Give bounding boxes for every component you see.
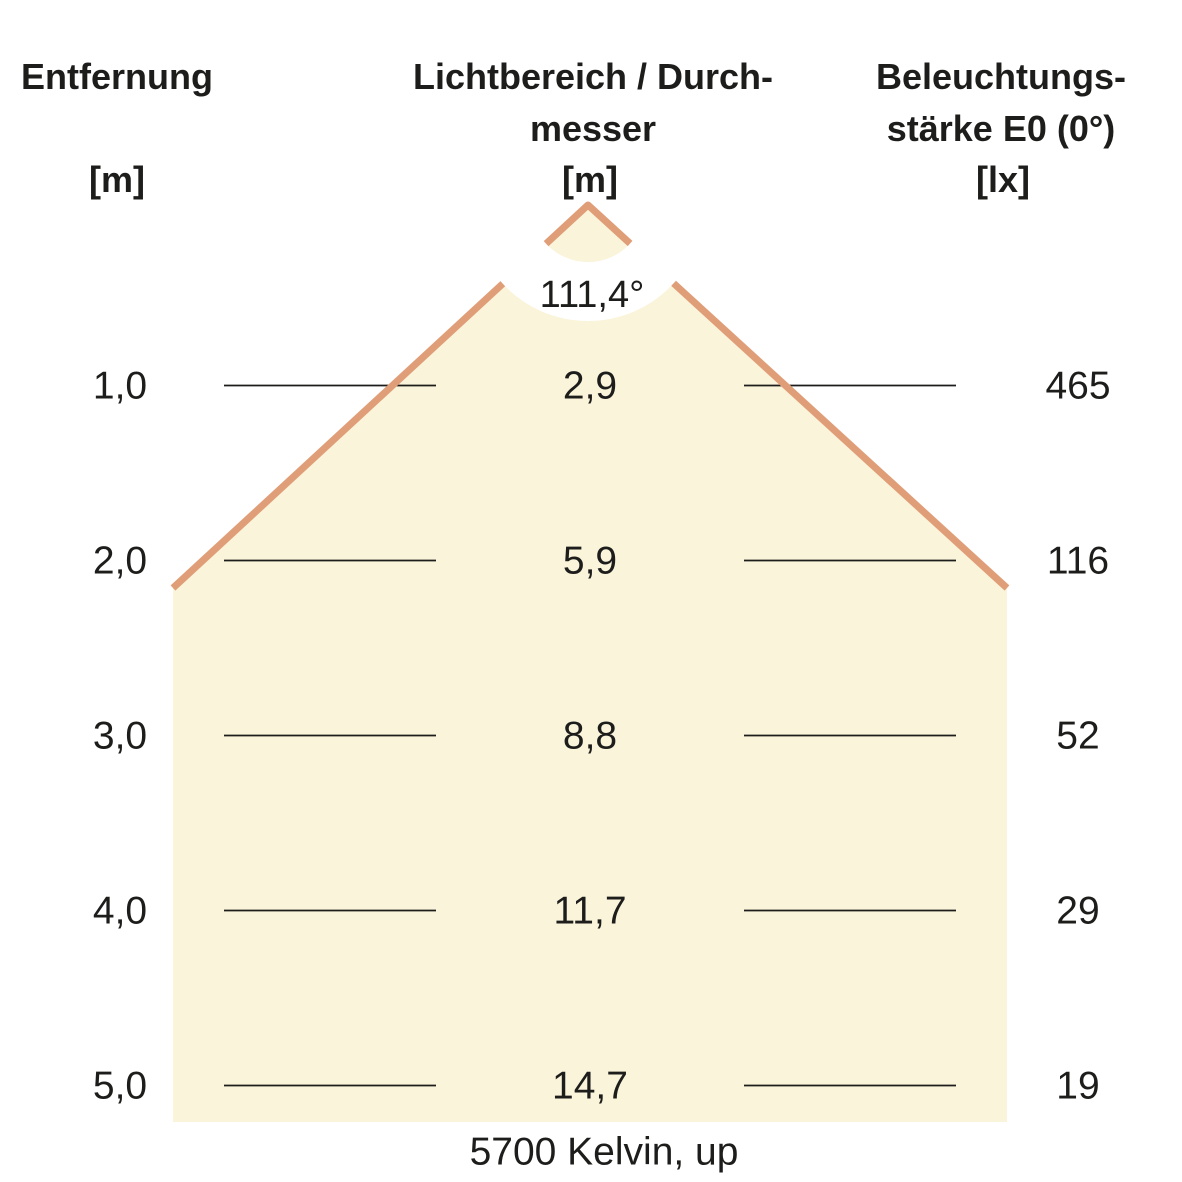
- row-diameter-value: 8,8: [562, 714, 618, 758]
- light-cone-fill: [173, 283, 1007, 1122]
- row-illuminance-value: 52: [1056, 714, 1100, 758]
- beam-angle-label: 111,4°: [539, 274, 645, 316]
- header-illuminance-unit: [lx]: [976, 159, 1030, 200]
- row-reference-lines: [224, 384, 956, 1087]
- beam-apex-edge: [543, 201, 633, 247]
- row-diameter-value: 14,7: [552, 1064, 628, 1108]
- row-illuminance-value: 465: [1045, 364, 1111, 408]
- beam-edge-right: [671, 280, 1010, 591]
- header-distance-unit: [m]: [89, 159, 145, 200]
- row-diameter-value: 11,7: [553, 889, 627, 933]
- header-distance-title: Entfernung: [21, 56, 213, 97]
- header-illuminance-title-2: stärke E0 (0°): [886, 108, 1116, 149]
- row-distance-value: 3,0: [92, 714, 148, 758]
- row-illuminance-value: 116: [1046, 539, 1110, 583]
- row-distance-value: 5,0: [92, 1064, 148, 1108]
- header-diameter-unit: [m]: [562, 159, 618, 200]
- row-diameter-value: 2,9: [562, 364, 618, 408]
- row-illuminance-value: 29: [1056, 889, 1100, 933]
- row-illuminance-value: 19: [1056, 1064, 1100, 1108]
- header-diameter-title-1: Lichtbereich / Durch-: [412, 56, 774, 97]
- footer-caption: 5700 Kelvin, up: [469, 1130, 739, 1174]
- row-distance-value: 1,0: [92, 364, 148, 408]
- row-distance-value: 4,0: [92, 889, 148, 933]
- beam-edge-left: [170, 281, 506, 591]
- beam-apex-sector-fill: [546, 205, 631, 263]
- row-diameter-value: 5,9: [562, 539, 618, 583]
- header-diameter-title-2: messer: [529, 108, 657, 149]
- header-illuminance-title-1: Beleuchtungs-: [875, 56, 1127, 97]
- row-distance-value: 2,0: [92, 539, 148, 583]
